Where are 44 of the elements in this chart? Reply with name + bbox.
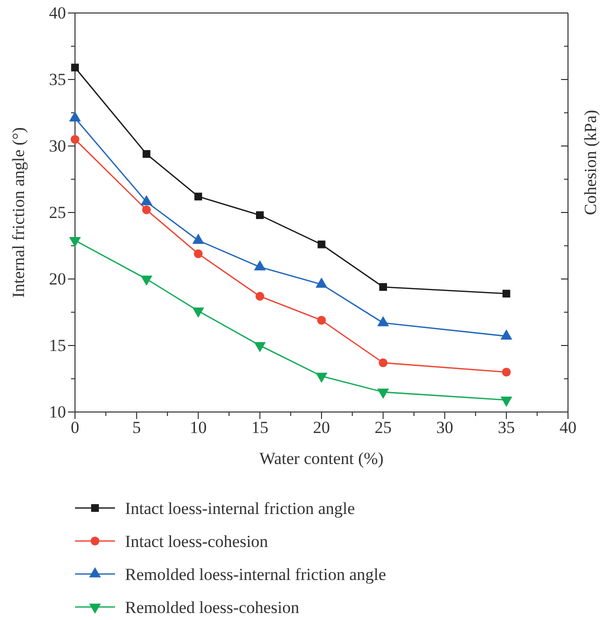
legend-label: Intact loess-internal friction angle <box>125 499 355 518</box>
x-axis-title: Water content (%) <box>259 449 384 468</box>
y-tick-label: 20 <box>49 269 66 288</box>
point <box>502 290 510 298</box>
point <box>69 111 81 122</box>
point <box>377 388 390 399</box>
x-tick-label: 35 <box>498 418 515 438</box>
point <box>500 396 512 407</box>
point <box>70 134 80 144</box>
legend-label: Intact loess-cohesion <box>125 532 269 551</box>
point <box>194 249 203 258</box>
x-tick-label: 30 <box>436 418 454 438</box>
point <box>318 240 326 248</box>
y-axis-title: Internal friction angle (°) <box>9 127 28 298</box>
y2-axis-title: Cohesion (kPa) <box>581 110 600 216</box>
y-tick-label: 30 <box>49 136 66 156</box>
point <box>378 358 388 368</box>
point <box>192 308 204 318</box>
point <box>502 368 511 376</box>
x-tick-label: 25 <box>374 418 392 438</box>
x-tick-label: 40 <box>560 418 576 438</box>
point <box>142 150 150 158</box>
x-tick-label: 10 <box>190 418 207 438</box>
x-tick-label: 15 <box>251 418 268 438</box>
point <box>379 283 387 291</box>
point <box>194 192 202 200</box>
y-tick-label: 10 <box>49 402 66 422</box>
point <box>140 276 152 286</box>
point <box>316 372 328 383</box>
point <box>256 211 264 220</box>
y-tick-label: 15 <box>49 336 66 355</box>
point <box>142 205 151 214</box>
x-tick-label: 0 <box>70 418 80 438</box>
x-tick-label: 20 <box>313 418 330 438</box>
x-tick-label: 5 <box>132 418 141 438</box>
point <box>317 316 326 325</box>
point <box>254 342 266 352</box>
legend-label: Remolded loess-cohesion <box>125 598 300 617</box>
legend-label: Remolded loess-internal friction angle <box>125 565 386 584</box>
point <box>256 292 264 301</box>
y-tick-label: 40 <box>49 3 66 22</box>
y-tick-label: 35 <box>49 70 66 89</box>
point <box>71 64 79 72</box>
y-tick-label: 25 <box>49 202 66 222</box>
